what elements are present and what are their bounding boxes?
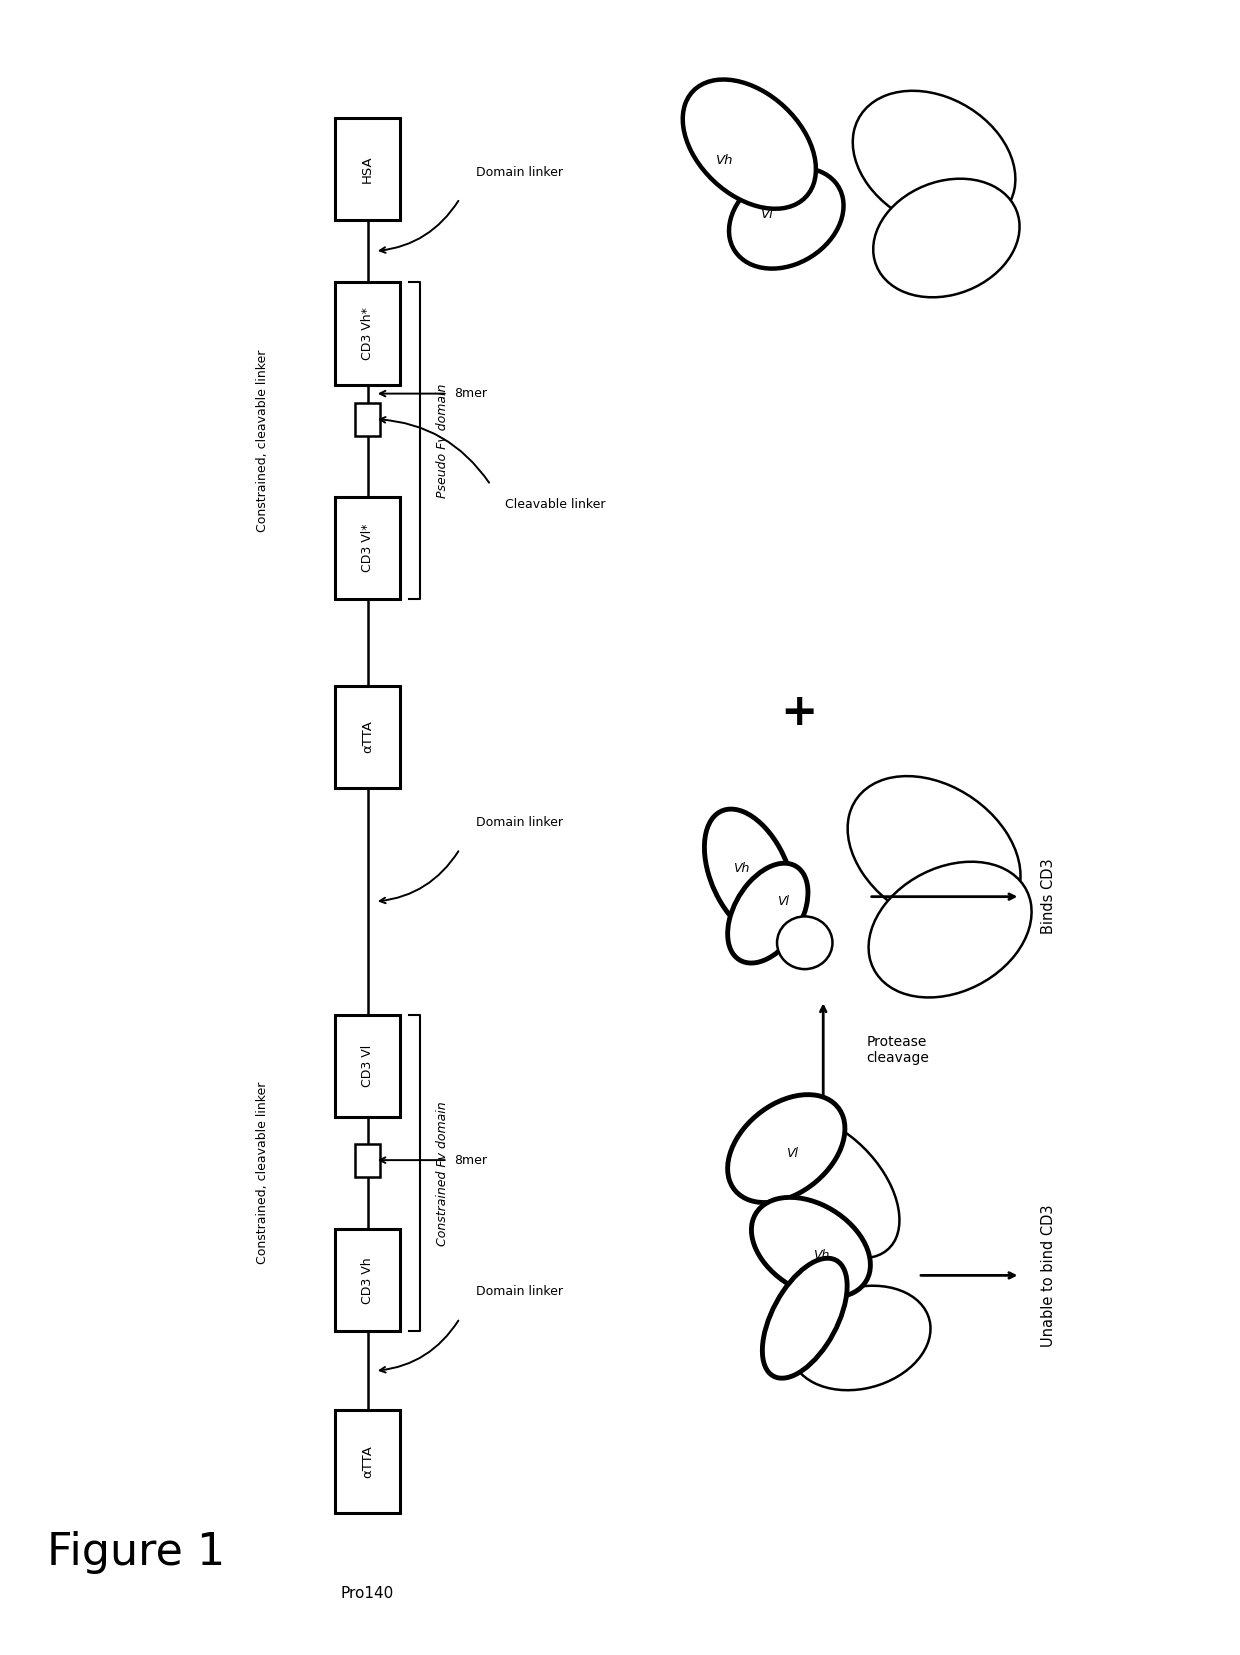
FancyBboxPatch shape [355, 1144, 379, 1177]
FancyBboxPatch shape [336, 1015, 399, 1117]
FancyBboxPatch shape [336, 496, 399, 599]
Text: CD3 Vl*: CD3 Vl* [361, 523, 374, 573]
Text: αTTA: αTTA [361, 1445, 374, 1478]
Text: Cleavable linker: Cleavable linker [506, 498, 606, 511]
Text: HSA: HSA [361, 156, 374, 182]
Text: αTTA: αTTA [361, 720, 374, 753]
Text: Constrained Fv domain: Constrained Fv domain [436, 1101, 449, 1246]
Text: Constrained, cleavable linker: Constrained, cleavable linker [257, 349, 269, 531]
Text: Pseudo Fv domain: Pseudo Fv domain [436, 384, 449, 498]
Ellipse shape [848, 776, 1021, 928]
Text: Vl: Vl [761, 209, 774, 222]
Ellipse shape [853, 91, 1016, 230]
Text: Binds CD3: Binds CD3 [1042, 859, 1056, 935]
Ellipse shape [763, 1258, 847, 1379]
Text: Vh: Vh [733, 862, 749, 875]
Text: Constrained, cleavable linker: Constrained, cleavable linker [257, 1082, 269, 1264]
FancyBboxPatch shape [336, 118, 399, 220]
Text: CD3 Vh*: CD3 Vh* [361, 308, 374, 359]
FancyBboxPatch shape [336, 1410, 399, 1513]
Ellipse shape [759, 1115, 899, 1258]
FancyBboxPatch shape [336, 685, 399, 788]
Text: 8mer: 8mer [454, 387, 487, 401]
Text: Domain linker: Domain linker [476, 1286, 563, 1299]
Text: Vl: Vl [786, 1147, 799, 1160]
Text: Figure 1: Figure 1 [47, 1531, 226, 1574]
FancyBboxPatch shape [336, 1230, 399, 1331]
Ellipse shape [873, 179, 1019, 298]
Text: Vh: Vh [715, 154, 733, 167]
Ellipse shape [868, 862, 1032, 998]
Ellipse shape [728, 864, 808, 963]
Ellipse shape [751, 1197, 870, 1298]
Text: Pro140: Pro140 [341, 1585, 394, 1600]
Ellipse shape [704, 809, 795, 938]
Text: Vh: Vh [812, 1250, 830, 1263]
Text: Domain linker: Domain linker [476, 816, 563, 829]
Ellipse shape [777, 917, 832, 970]
Text: Vl: Vl [776, 895, 789, 909]
FancyBboxPatch shape [355, 402, 379, 435]
Ellipse shape [683, 79, 816, 209]
FancyBboxPatch shape [336, 283, 399, 384]
Ellipse shape [728, 1094, 844, 1203]
Text: CD3 Vh: CD3 Vh [361, 1258, 374, 1304]
Ellipse shape [790, 1286, 930, 1390]
Text: Domain linker: Domain linker [476, 166, 563, 179]
Text: Protease
cleavage: Protease cleavage [867, 1034, 929, 1064]
Text: +: + [780, 690, 817, 733]
Text: 8mer: 8mer [454, 1154, 487, 1167]
Ellipse shape [729, 167, 843, 268]
Text: Unable to bind CD3: Unable to bind CD3 [1042, 1205, 1056, 1347]
Text: CD3 Vl: CD3 Vl [361, 1046, 374, 1087]
